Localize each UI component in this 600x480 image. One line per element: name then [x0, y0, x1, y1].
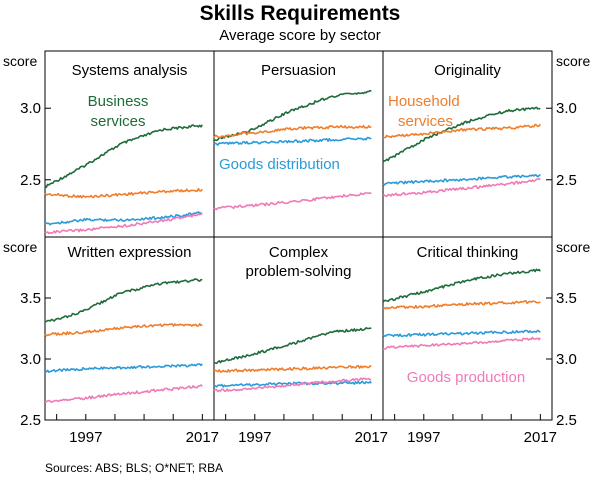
series-line-business-services — [382, 268, 541, 303]
y-unit-label-left-bottom: score — [3, 239, 37, 255]
panel-title: Systems analysis — [72, 62, 188, 79]
chart-title: Skills Requirements — [200, 2, 401, 25]
tick-layer: 2.5 2.5 3.0 3.0 2.5 2.5 3.0 3.0 3.5 3.5 1997 2017 19… — [20, 100, 577, 446]
series-line-business-services — [44, 278, 203, 323]
series-line-goods-distribution — [382, 329, 541, 338]
y-tick-label-left: 3.0 — [20, 100, 41, 117]
series-line-household-services — [213, 124, 372, 139]
y-unit-label-right-top: score — [556, 53, 590, 69]
label-layer: Systems analysis Persuasion Originality Wri… — [68, 62, 526, 386]
x-tick-label: 1997 — [407, 429, 440, 446]
series-line-business-services — [213, 89, 372, 142]
series-label: Business services — [88, 93, 149, 130]
series-line-business-services — [214, 326, 372, 365]
series-label: Household services — [388, 93, 460, 130]
series-line-household-services — [382, 123, 541, 139]
series-label: Goods production — [407, 369, 525, 386]
x-tick-label: 1997 — [69, 429, 102, 446]
series-line-household-services — [44, 322, 203, 337]
series-label: Goods distribution — [219, 156, 340, 173]
series-line-goods-production — [44, 384, 203, 404]
y-tick-label-right: 2.5 — [556, 412, 577, 429]
series-line-goods-distribution — [382, 173, 541, 186]
panel-title: Originality — [434, 62, 501, 79]
y-tick-label-left: 3.5 — [20, 290, 41, 307]
y-unit-label-right-bottom: score — [556, 239, 590, 255]
y-tick-label-left: 3.0 — [20, 351, 41, 368]
x-tick-label: 1997 — [238, 429, 271, 446]
chart-subtitle: Average score by sector — [219, 27, 380, 44]
series-line-goods-distribution — [45, 211, 203, 226]
panel-title: Critical thinking — [417, 244, 519, 261]
series-layer — [44, 89, 541, 404]
series-line-goods-distribution — [213, 136, 372, 146]
y-tick-label-left: 2.5 — [20, 172, 41, 189]
x-tick-label: 2017 — [524, 429, 557, 446]
panel-title: Complex problem-solving — [246, 244, 352, 280]
series-line-household-services — [44, 187, 203, 199]
y-tick-label-right: 3.0 — [556, 100, 577, 117]
series-line-goods-production — [383, 336, 541, 350]
series-line-household-services — [214, 364, 372, 373]
series-line-goods-production — [44, 212, 203, 235]
panel-title: Persuasion — [261, 62, 336, 79]
series-line-goods-production — [382, 178, 541, 198]
series-line-goods-production — [213, 377, 372, 393]
y-tick-label-right: 3.0 — [556, 351, 577, 368]
source-note: Sources: ABS; BLS; O*NET; RBA — [45, 461, 223, 475]
series-line-household-services — [382, 300, 541, 310]
x-tick-label: 2017 — [186, 429, 219, 446]
plot-frame — [44, 50, 553, 421]
y-tick-label-right: 3.5 — [556, 290, 577, 307]
y-tick-label-right: 2.5 — [556, 172, 577, 189]
y-unit-label-left-top: score — [3, 53, 37, 69]
series-line-business-services — [382, 106, 541, 163]
series-line-goods-distribution — [44, 363, 203, 374]
panel-title: Written expression — [68, 244, 192, 261]
y-tick-label-left: 2.5 — [20, 412, 41, 429]
series-line-goods-production — [213, 192, 372, 211]
series-line-business-services — [44, 124, 203, 189]
x-tick-label: 2017 — [355, 429, 388, 446]
